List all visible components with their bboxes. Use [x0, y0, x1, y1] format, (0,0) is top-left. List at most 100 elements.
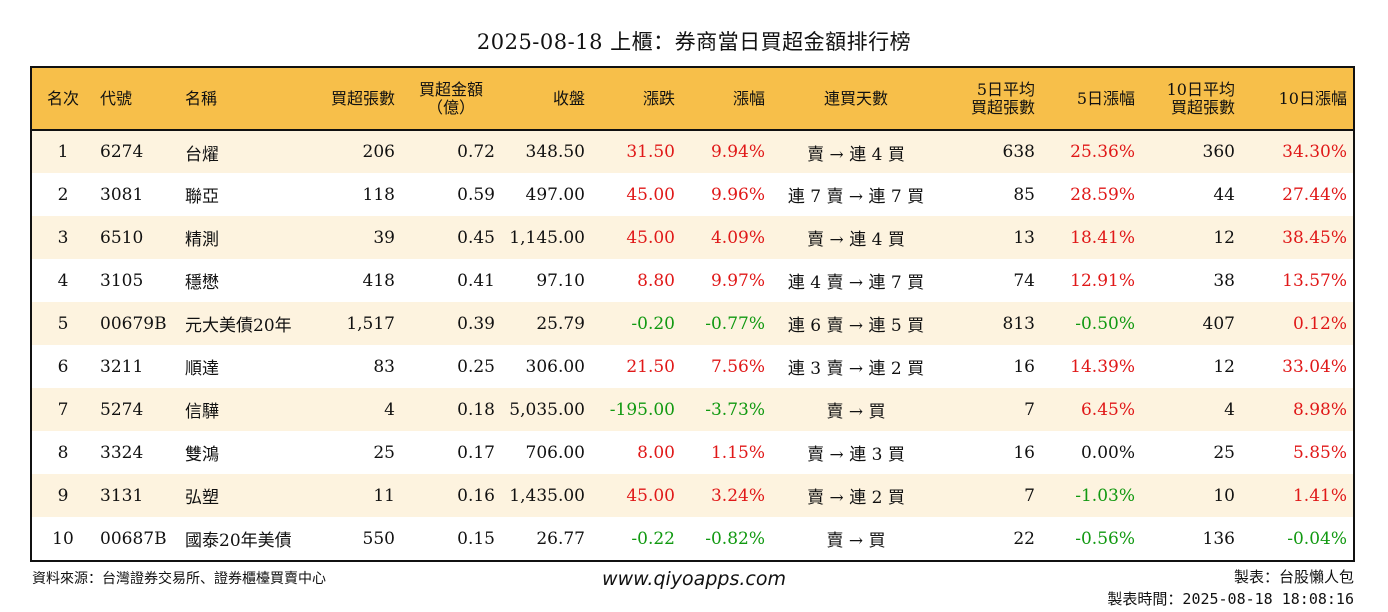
cell-close: 1,145.00 [509, 227, 585, 248]
cell-buy-volume: 206 [362, 142, 395, 162]
header-avg5-line2: 買超張數 [970, 97, 1035, 117]
cell-change: 31.50 [626, 142, 675, 162]
cell-avg5: 16 [1013, 442, 1035, 463]
cell-close: 1,435.00 [509, 485, 585, 506]
cell-buy-volume: 11 [373, 485, 395, 506]
cell-pct10: 5.85% [1292, 442, 1347, 463]
cell-name: 信驊 [185, 402, 219, 422]
cell-avg5: 16 [1013, 356, 1035, 377]
cell-code: 5274 [100, 399, 144, 420]
cell-buy-volume: 39 [373, 227, 395, 248]
cell-pct5: 6.45% [1080, 399, 1135, 420]
cell-pct5: 12.91% [1070, 270, 1135, 291]
cell-streak: 賣 → 連 3 買 [807, 445, 905, 465]
cell-pct10: 38.45% [1282, 227, 1347, 248]
header-change: 漲跌 [591, 68, 681, 131]
header-name: 名稱 [179, 68, 309, 131]
cell-pct10: 34.30% [1282, 142, 1347, 162]
cell-avg5: 7 [1024, 485, 1035, 506]
header-change-pct: 漲幅 [681, 68, 771, 131]
cell-rank: 5 [57, 313, 69, 334]
cell-avg10: 360 [1202, 142, 1235, 162]
page-title: 2025-08-18 上櫃：券商當日買超金額排行榜 [476, 30, 912, 54]
cell-name: 弘塑 [185, 488, 219, 508]
cell-pct10: 1.41% [1292, 485, 1347, 506]
cell-pct5: -0.50% [1075, 313, 1135, 334]
cell-buy-volume: 1,517 [346, 313, 395, 334]
cell-change: 45.00 [626, 227, 675, 248]
cell-avg5: 74 [1013, 270, 1035, 291]
cell-buy-amount: 0.17 [457, 442, 495, 463]
table-row: 8 3324 雙鴻 25 0.17 706.00 8.00 1.15% 賣 → 連 3 買 16 0… [32, 431, 1353, 474]
cell-buy-volume: 25 [373, 442, 395, 463]
cell-buy-amount: 0.72 [457, 142, 495, 162]
cell-close: 348.50 [525, 142, 585, 162]
cell-buy-volume: 4 [384, 399, 395, 420]
cell-pct10: -0.04% [1287, 528, 1347, 549]
cell-change: 45.00 [626, 485, 675, 506]
cell-change: -0.20 [631, 313, 675, 334]
cell-change-pct: 9.96% [710, 184, 765, 205]
cell-pct10: 13.57% [1282, 270, 1347, 291]
cell-streak: 賣 → 買 [826, 402, 886, 422]
cell-change: -0.22 [631, 528, 675, 549]
cell-avg5: 85 [1013, 184, 1035, 205]
cell-change-pct: 3.24% [710, 485, 765, 506]
cell-buy-amount: 0.25 [457, 356, 495, 377]
table-row: 3 6510 精測 39 0.45 1,145.00 45.00 4.09% 賣 → 連 4 買… [32, 216, 1353, 259]
cell-change-pct: 4.09% [710, 227, 765, 248]
cell-code: 6274 [100, 142, 144, 162]
cell-avg10: 407 [1202, 313, 1235, 334]
cell-pct10: 0.12% [1292, 313, 1347, 334]
cell-code: 6510 [100, 227, 144, 248]
cell-rank: 8 [57, 442, 69, 463]
cell-pct5: 18.41% [1070, 227, 1135, 248]
header-close: 收盤 [501, 68, 591, 131]
website-link[interactable]: www.qiyoapps.com [602, 568, 786, 590]
cell-name: 聯亞 [185, 187, 219, 207]
cell-change-pct: -0.77% [705, 313, 765, 334]
cell-avg5: 813 [1002, 313, 1035, 334]
cell-avg10: 12 [1213, 356, 1235, 377]
cell-streak: 連 6 賣 → 連 5 買 [787, 316, 925, 336]
table-row: 6 3211 順達 83 0.25 306.00 21.50 7.56% 連 3 賣 → 連 2… [32, 345, 1353, 388]
cell-close: 5,035.00 [509, 399, 585, 420]
table-row: 1 6274 台燿 206 0.72 348.50 31.50 9.94% 賣 → 連 4 買 6… [32, 130, 1353, 173]
cell-change: 21.50 [626, 356, 675, 377]
ranking-table-container: 名次 代號 名稱 買超張數 買超金額 （億） 收盤 漲跌 漲幅 連買天數 5日平… [30, 66, 1355, 562]
cell-buy-amount: 0.59 [457, 184, 495, 205]
cell-code: 3131 [100, 485, 144, 506]
cell-change-pct: 9.97% [710, 270, 765, 291]
cell-avg5: 13 [1013, 227, 1035, 248]
cell-name: 台燿 [185, 144, 219, 165]
cell-avg10: 12 [1213, 227, 1235, 248]
cell-streak: 賣 → 買 [826, 531, 886, 551]
table-row: 2 3081 聯亞 118 0.59 497.00 45.00 9.96% 連 7 賣 → 連 … [32, 173, 1353, 216]
cell-buy-amount: 0.16 [457, 485, 495, 506]
cell-change: -195.00 [609, 399, 675, 420]
cell-rank: 7 [57, 399, 69, 420]
header-avg5-line1: 5日平均 [976, 79, 1035, 99]
made-time: 製表時間：2025-08-18 18:08:16 [1107, 590, 1354, 608]
cell-avg10: 10 [1213, 485, 1235, 506]
cell-change-pct: -0.82% [705, 528, 765, 549]
cell-code: 3324 [100, 442, 144, 463]
header-buy-volume: 買超張數 [309, 68, 401, 131]
cell-change-pct: 7.56% [710, 356, 765, 377]
cell-rank: 9 [57, 485, 69, 506]
table-header: 名次 代號 名稱 買超張數 買超金額 （億） 收盤 漲跌 漲幅 連買天數 5日平… [32, 68, 1353, 131]
cell-name: 穩懋 [185, 273, 219, 293]
cell-code: 3081 [100, 184, 144, 205]
cell-close: 97.10 [536, 270, 585, 291]
cell-close: 25.79 [536, 313, 585, 334]
header-code: 代號 [94, 68, 179, 131]
cell-streak: 連 4 賣 → 連 7 買 [787, 273, 925, 293]
cell-code: 00679B [100, 313, 167, 334]
cell-close: 706.00 [525, 442, 585, 463]
header-rank: 名次 [32, 68, 94, 131]
ranking-table: 名次 代號 名稱 買超張數 買超金額 （億） 收盤 漲跌 漲幅 連買天數 5日平… [32, 68, 1353, 560]
cell-buy-amount: 0.15 [457, 528, 495, 549]
cell-streak: 賣 → 連 2 買 [807, 488, 905, 508]
footer-credits: 製表：台股懶人包 製表時間：2025-08-18 18:08:16 [1107, 566, 1354, 610]
